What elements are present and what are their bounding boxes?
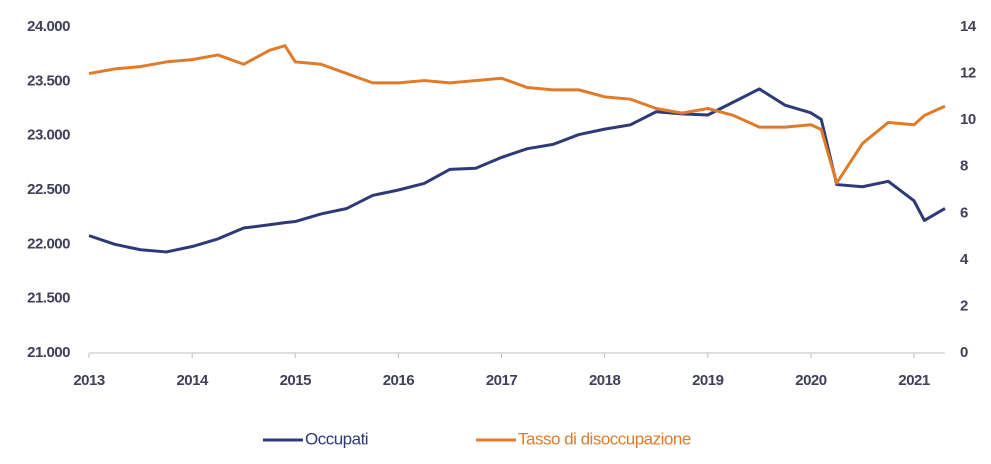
y-tick-label: 22.500 <box>27 181 70 198</box>
x-tick-label: 2018 <box>589 372 621 389</box>
y2-tick-label: 2 <box>960 297 968 314</box>
x-tick-label: 2016 <box>383 372 415 389</box>
y2-tick-label: 4 <box>960 251 969 268</box>
y-tick-label: 23.000 <box>27 127 70 144</box>
y-tick-label: 23.500 <box>27 72 70 89</box>
x-tick-label: 2015 <box>280 372 312 389</box>
x-tick-label: 2021 <box>898 372 930 389</box>
y2-tick-label: 0 <box>960 344 968 361</box>
y2-tick-label: 10 <box>960 111 976 128</box>
y2-tick-label: 14 <box>960 18 977 35</box>
x-tick-label: 2017 <box>486 372 518 389</box>
x-tick-label: 2020 <box>795 372 827 389</box>
y-tick-label: 21.000 <box>27 344 70 361</box>
x-tick-label: 2013 <box>73 372 105 389</box>
y-tick-label: 24.000 <box>27 18 70 35</box>
y-tick-label: 22.000 <box>27 235 70 252</box>
y2-tick-label: 8 <box>960 158 968 175</box>
series-line <box>88 87 946 254</box>
legend-label: Occupati <box>305 429 368 448</box>
series-line <box>88 44 946 185</box>
legend-label: Tasso di disoccupazione <box>518 429 691 448</box>
y-tick-label: 21.500 <box>27 290 70 307</box>
x-tick-label: 2014 <box>176 372 209 389</box>
y2-tick-label: 6 <box>960 204 968 221</box>
y2-tick-label: 12 <box>960 65 976 82</box>
x-tick-label: 2019 <box>692 372 724 389</box>
